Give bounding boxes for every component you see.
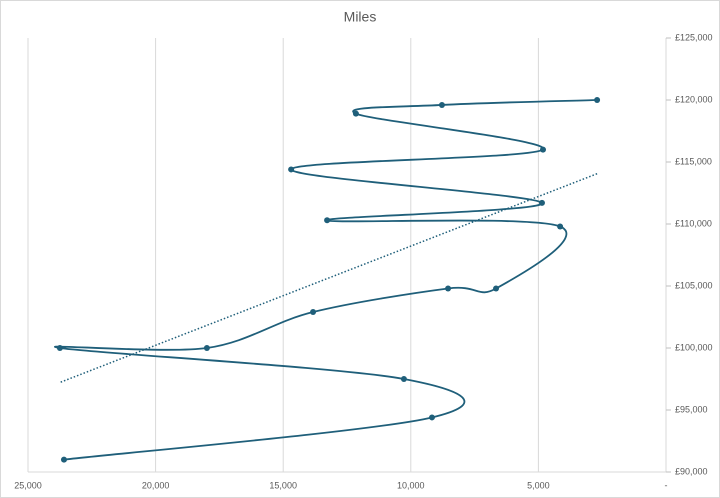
data-point	[538, 199, 545, 206]
data-point	[539, 146, 546, 153]
data-point	[310, 309, 317, 316]
y-tick-label: £90,000	[675, 466, 708, 476]
data-point	[203, 345, 210, 351]
y-tick-label: £95,000	[675, 404, 708, 414]
y-tick-label: £105,000	[675, 280, 713, 290]
y-tick-label: £120,000	[675, 94, 713, 104]
trendline	[59, 173, 598, 384]
data-point	[438, 101, 445, 108]
y-tick-label: £125,000	[675, 32, 713, 42]
data-point	[445, 285, 452, 292]
x-tick-label: 5,000	[527, 480, 550, 490]
data-point	[60, 456, 67, 463]
x-tick-label: 20,000	[142, 480, 170, 490]
data-point	[288, 166, 295, 173]
series-line	[54, 99, 598, 461]
x-tick-label: 10,000	[397, 480, 425, 490]
x-tick-label: 25,000	[14, 480, 42, 490]
data-point	[428, 414, 435, 421]
data-point	[594, 97, 601, 103]
y-tick-label: £100,000	[675, 342, 713, 352]
data-point	[324, 217, 331, 224]
y-tick-label: £115,000	[675, 156, 712, 166]
x-tick-label: 15,000	[269, 480, 297, 490]
x-tick-label: -	[665, 480, 668, 490]
y-tick-label: £110,000	[675, 218, 712, 228]
data-point	[400, 376, 407, 382]
data-point	[493, 285, 500, 292]
data-point	[56, 345, 63, 351]
data-point	[352, 110, 359, 117]
data-point	[557, 223, 564, 230]
chart-title: Miles	[344, 9, 377, 25]
